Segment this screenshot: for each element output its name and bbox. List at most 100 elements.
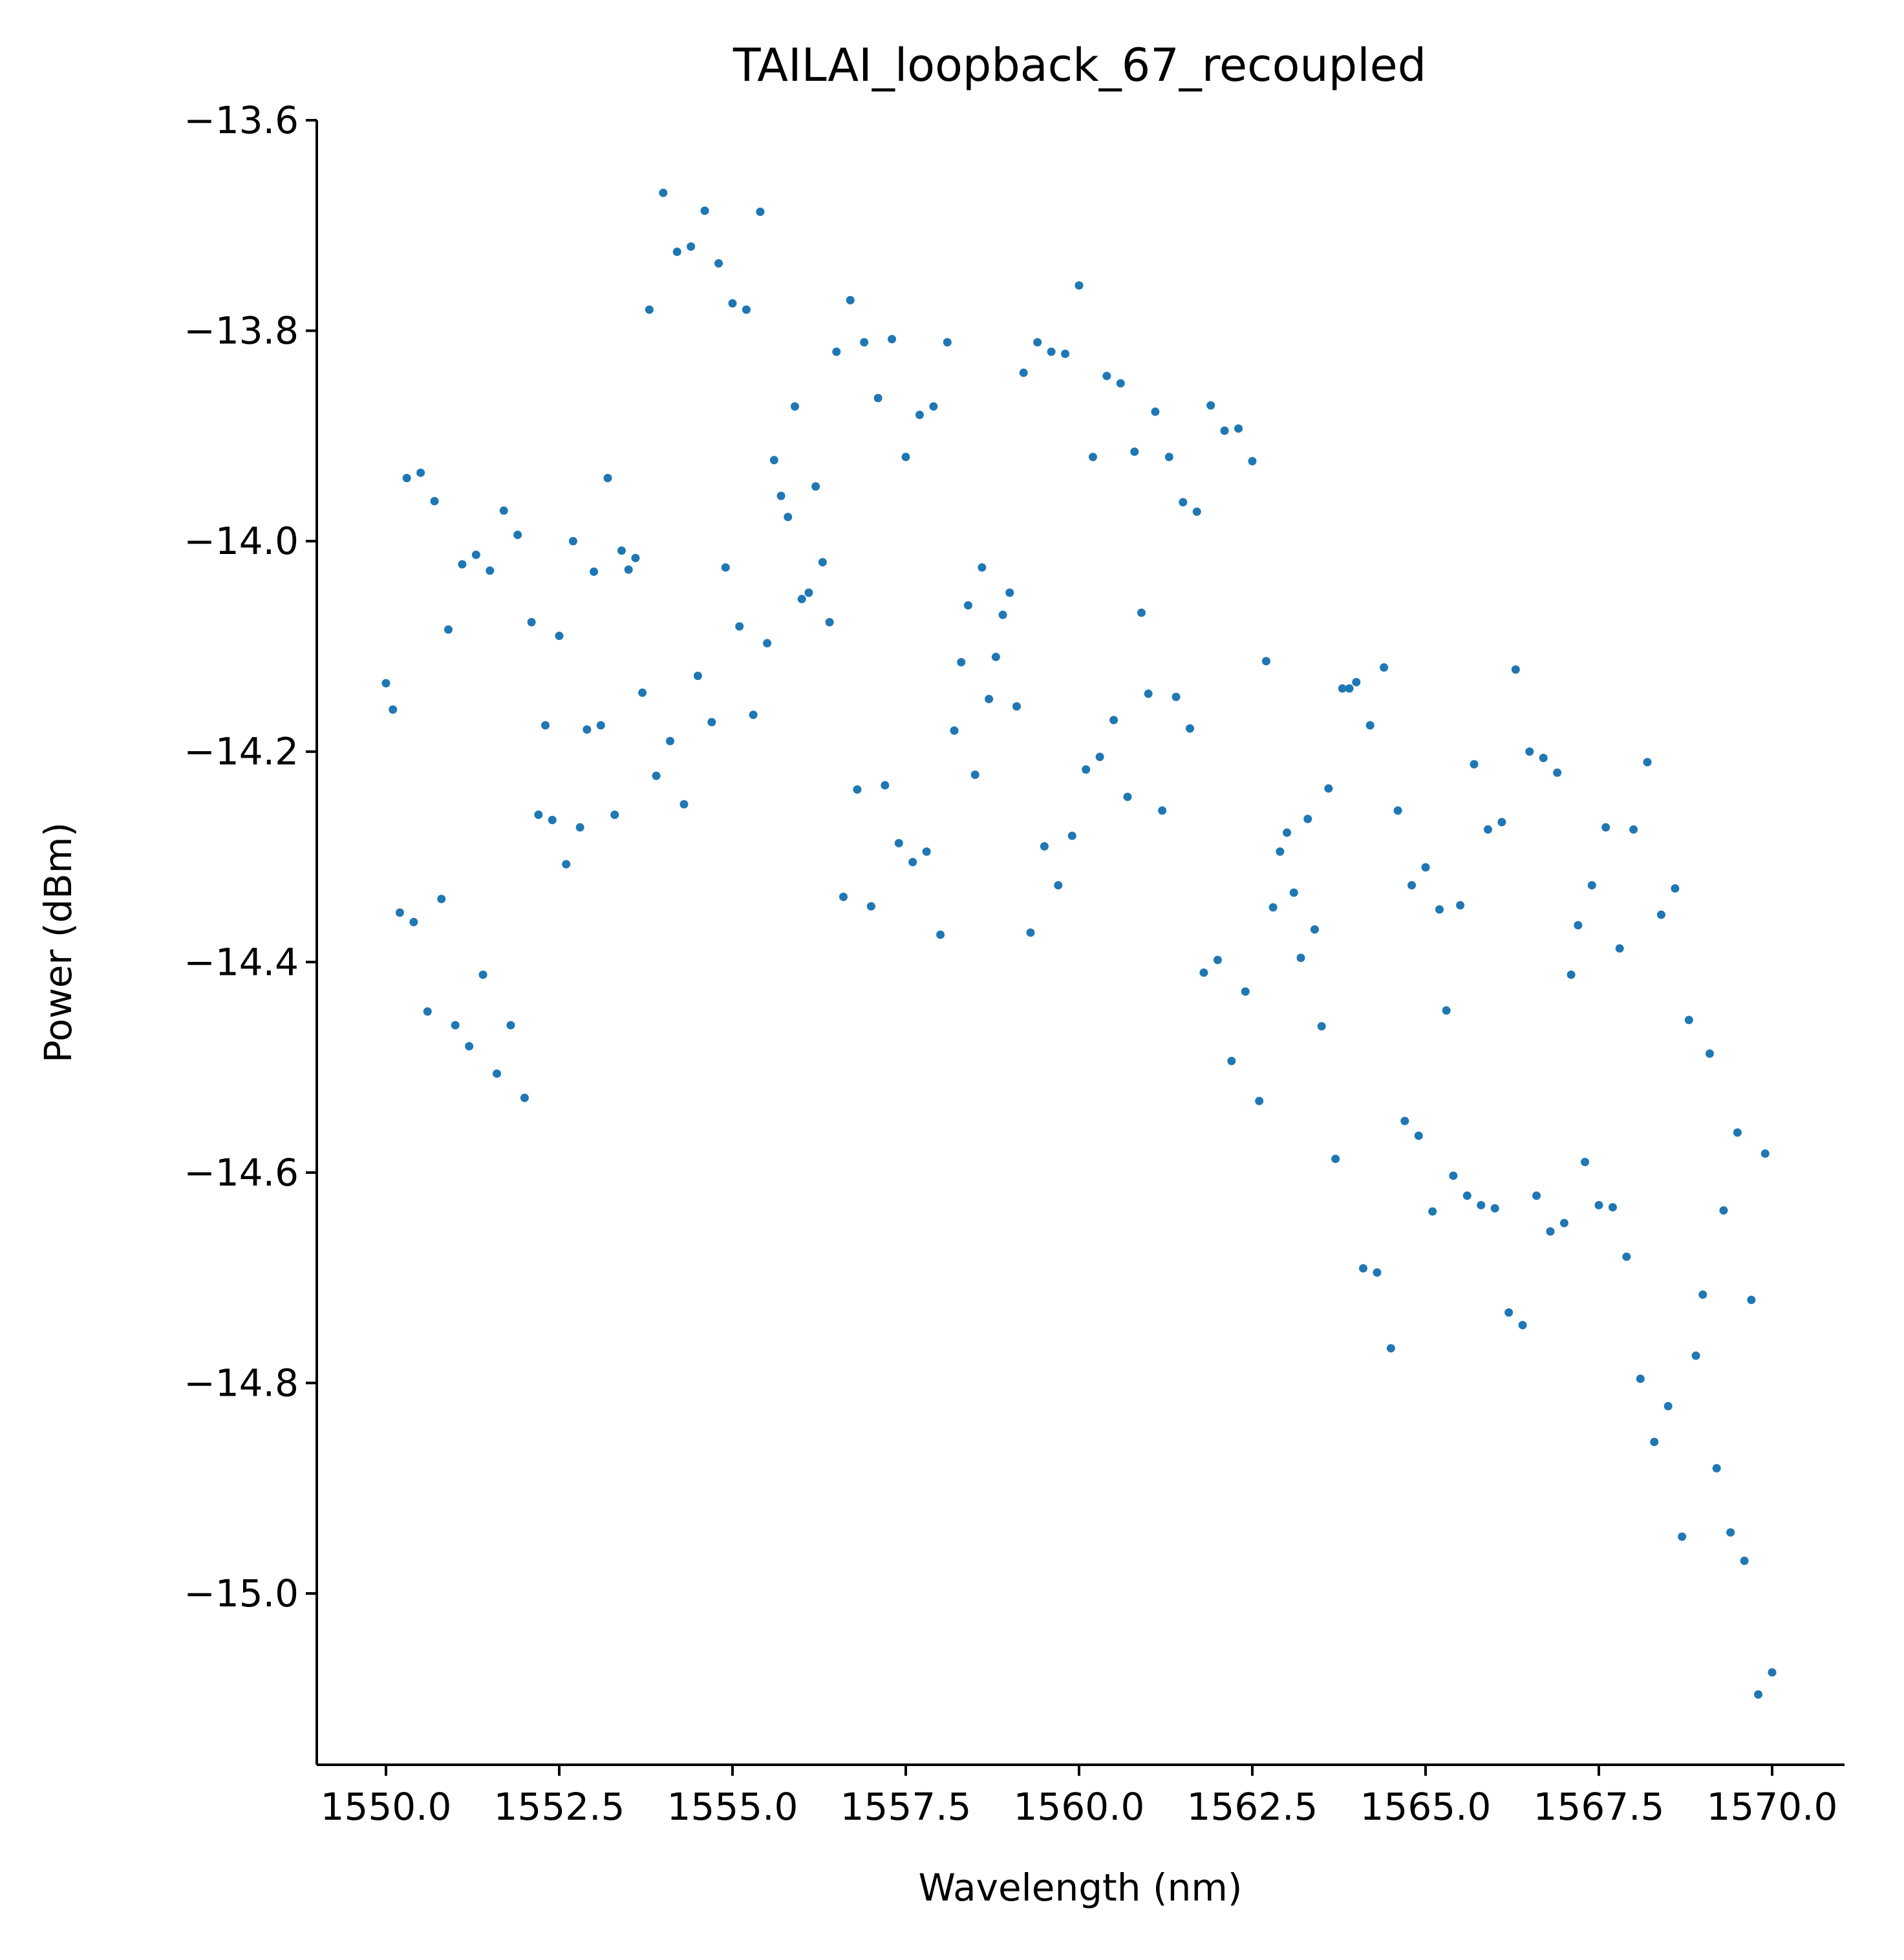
data-point bbox=[555, 632, 564, 641]
data-point bbox=[1171, 692, 1181, 701]
data-point bbox=[1289, 888, 1298, 897]
data-point bbox=[1345, 684, 1354, 693]
data-point bbox=[763, 639, 772, 648]
data-point bbox=[617, 546, 626, 555]
data-point bbox=[1276, 847, 1285, 856]
data-point bbox=[1234, 424, 1243, 433]
data-point bbox=[1255, 1096, 1264, 1105]
data-point bbox=[1421, 863, 1430, 872]
x-axis-label: Wavelength (nm) bbox=[918, 1866, 1242, 1910]
data-point bbox=[1518, 1321, 1527, 1330]
data-point bbox=[610, 810, 619, 819]
data-point bbox=[1179, 498, 1188, 507]
data-point bbox=[873, 394, 882, 403]
data-point bbox=[922, 847, 931, 856]
data-point bbox=[1754, 1690, 1763, 1699]
data-point bbox=[1199, 968, 1208, 977]
data-point bbox=[1656, 910, 1665, 919]
data-point bbox=[1137, 608, 1146, 617]
data-point bbox=[1400, 1116, 1409, 1125]
data-point bbox=[1338, 684, 1347, 693]
data-point bbox=[1504, 1308, 1514, 1317]
data-point bbox=[915, 410, 924, 420]
data-point bbox=[1740, 1557, 1749, 1566]
data-point bbox=[1005, 588, 1014, 597]
data-point bbox=[1213, 955, 1222, 964]
data-point bbox=[402, 473, 411, 482]
data-point bbox=[1283, 828, 1292, 837]
x-axis-ticks: 1550.0 1552.5 1555.0 1557.5 1560.0 1562.5 1565… bbox=[321, 1765, 1837, 1829]
data-point bbox=[1726, 1528, 1735, 1537]
data-point bbox=[943, 337, 952, 346]
data-point bbox=[908, 858, 917, 867]
data-point bbox=[1088, 453, 1097, 462]
plot-area bbox=[381, 188, 1777, 1699]
data-point bbox=[1047, 347, 1056, 356]
data-point bbox=[1719, 1206, 1728, 1215]
data-point bbox=[1359, 1264, 1368, 1273]
data-point bbox=[534, 810, 543, 819]
data-point bbox=[818, 558, 827, 567]
data-point bbox=[839, 892, 848, 901]
data-point bbox=[1663, 1401, 1673, 1411]
data-point bbox=[1033, 337, 1042, 346]
x-tick-label: 1565.0 bbox=[1360, 1785, 1492, 1829]
data-point bbox=[804, 588, 813, 597]
data-point bbox=[769, 456, 778, 465]
data-point bbox=[1532, 1191, 1541, 1200]
data-point bbox=[638, 688, 647, 698]
data-point bbox=[1158, 806, 1167, 815]
data-point bbox=[1186, 724, 1195, 733]
data-point bbox=[486, 566, 495, 575]
data-point bbox=[493, 1069, 502, 1078]
data-point bbox=[478, 970, 487, 979]
data-point bbox=[1760, 1149, 1770, 1158]
data-point bbox=[659, 188, 668, 197]
data-point bbox=[1456, 900, 1465, 910]
y-tick-label: −14.4 bbox=[184, 940, 299, 984]
data-point bbox=[1671, 884, 1680, 893]
data-point bbox=[1712, 1464, 1721, 1473]
data-point bbox=[1040, 842, 1049, 851]
y-axis-ticks: −13.6 −13.8 −14.0 −14.2 −14.4 −14.6 −14.8 −15.0 bbox=[184, 98, 317, 1615]
data-point bbox=[1567, 970, 1576, 979]
data-point bbox=[1698, 1290, 1707, 1299]
data-point bbox=[978, 563, 987, 572]
data-point bbox=[1483, 825, 1492, 834]
data-point bbox=[1144, 689, 1153, 698]
data-point bbox=[1331, 1155, 1340, 1164]
data-point bbox=[1102, 372, 1111, 381]
data-point bbox=[1012, 702, 1022, 711]
y-tick-label: −14.0 bbox=[184, 519, 299, 563]
data-point bbox=[1206, 401, 1215, 410]
data-point bbox=[1268, 903, 1278, 912]
data-point bbox=[1553, 768, 1562, 777]
data-point bbox=[1574, 921, 1583, 930]
data-point bbox=[444, 625, 453, 634]
data-point bbox=[1019, 368, 1028, 378]
data-point bbox=[1164, 453, 1173, 462]
data-point bbox=[888, 335, 897, 344]
data-point bbox=[1220, 426, 1229, 435]
data-point bbox=[693, 672, 702, 681]
y-tick-label: −13.6 bbox=[184, 98, 299, 142]
data-point bbox=[1581, 1158, 1590, 1167]
data-point bbox=[1241, 987, 1250, 996]
x-tick-label: 1555.0 bbox=[667, 1785, 798, 1829]
data-point bbox=[1691, 1351, 1700, 1360]
data-point bbox=[1352, 677, 1361, 687]
data-point bbox=[437, 895, 446, 904]
data-point bbox=[756, 208, 765, 217]
x-tick-label: 1550.0 bbox=[321, 1785, 452, 1829]
data-point bbox=[776, 491, 786, 500]
data-point bbox=[929, 402, 938, 411]
data-point bbox=[1067, 831, 1076, 840]
data-point bbox=[1109, 716, 1118, 725]
data-point bbox=[1414, 1131, 1423, 1140]
data-point bbox=[568, 537, 577, 546]
data-point bbox=[652, 771, 661, 780]
data-point bbox=[1678, 1532, 1687, 1541]
data-point bbox=[465, 1042, 474, 1051]
data-point bbox=[672, 247, 681, 256]
data-point bbox=[1373, 1268, 1382, 1277]
